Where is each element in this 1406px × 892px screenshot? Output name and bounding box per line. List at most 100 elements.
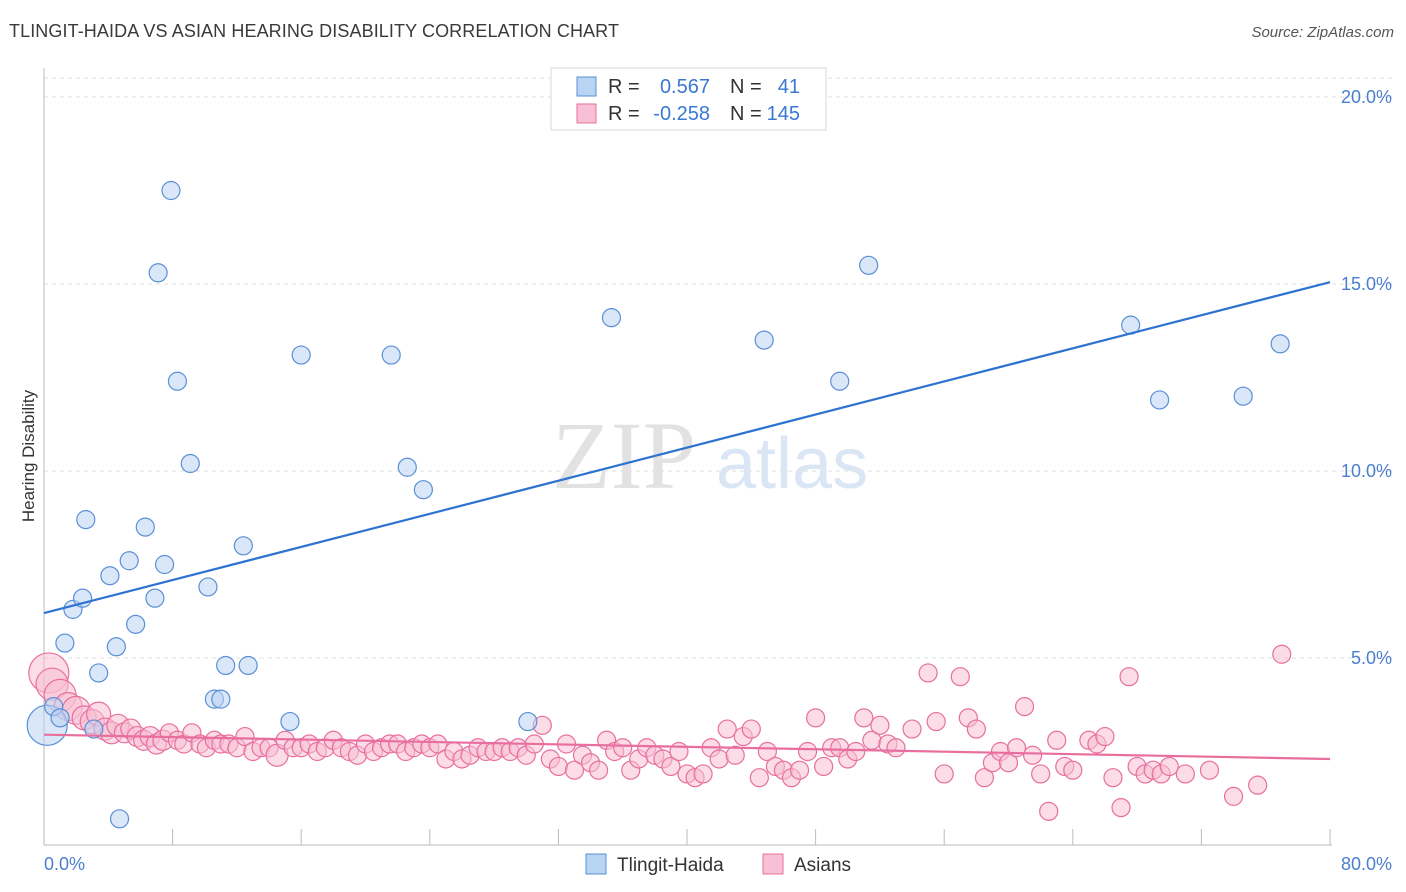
tlingit-haida-point-24: [216, 655, 236, 676]
asians-point-142: [1223, 786, 1244, 806]
asians-point-67: [548, 756, 569, 777]
tlingit-haida-point-40: [1270, 334, 1290, 354]
tlingit-haida-point-8: [89, 663, 109, 683]
asians-point-126: [1047, 730, 1067, 750]
legend-n-value-2: 145: [767, 103, 800, 125]
asians-point-132: [1103, 768, 1123, 788]
tlingit-haida-point-35: [830, 371, 850, 391]
asians-point-109: [886, 738, 906, 758]
series-legend-swatch-asians: [762, 853, 784, 875]
tlingit-haida-point-38: [1150, 390, 1170, 410]
asians-point-89: [725, 745, 745, 765]
tlingit-haida-point-17: [154, 554, 175, 575]
tlingit-haida-point-26: [238, 655, 258, 676]
asians-point-139: [1159, 756, 1179, 777]
asians-point-87: [709, 749, 729, 769]
tlingit-haida-point-32: [518, 711, 538, 732]
asians-point-97: [789, 760, 810, 780]
watermark-atlas: atlas: [716, 424, 868, 504]
asians-point-131: [1095, 726, 1115, 747]
series-legend-label-tlingit-haida: Tlingit-Haida: [617, 855, 724, 876]
source-label: Source: ZipAtlas.com: [1251, 24, 1394, 41]
tlingit-haida-point-28: [291, 345, 311, 365]
tlingit-haida-point-34: [754, 330, 774, 350]
asians-point-110: [902, 719, 922, 739]
asians-point-52: [428, 734, 448, 754]
asians-point-124: [1031, 764, 1051, 784]
watermark-zip: ZIP: [552, 402, 696, 509]
y-tick-labels: 5.0% 10.0% 15.0% 20.0%: [1341, 87, 1392, 668]
asians-point-98: [797, 741, 818, 762]
asians-point-75: [613, 738, 633, 758]
asians-point-99: [805, 708, 826, 728]
asians-point-81: [661, 756, 681, 777]
tlingit-haida-point-29: [381, 345, 401, 365]
tlingit-haida-point-15: [145, 588, 165, 608]
asians-point-72: [588, 760, 609, 780]
asians-point-143: [1248, 775, 1268, 795]
asians-point-117: [974, 768, 994, 788]
legend-r-label-1: R =: [608, 76, 640, 98]
tlingit-haida-point-10: [106, 637, 126, 657]
legend-swatch-blue: [576, 76, 597, 97]
asians-point-133: [1111, 797, 1131, 818]
tlingit-haida-point-7: [84, 719, 104, 739]
tlingit-haida-point-3: [55, 633, 75, 653]
asians-point-122: [1014, 697, 1035, 717]
tlingit-haida-point-2: [50, 708, 70, 728]
asians-point-128: [1063, 760, 1083, 780]
asians-point-100: [814, 756, 834, 777]
tlingit-haida-point-14: [135, 517, 155, 537]
asians-point-69: [564, 760, 585, 780]
tlingit-haida-point-39: [1233, 386, 1253, 406]
chart-title: TLINGIT-HAIDA VS ASIAN HEARING DISABILIT…: [9, 21, 620, 41]
y-axis-label: Hearing Disability: [19, 389, 38, 522]
x-tick-label-max: 80.0%: [1341, 854, 1392, 874]
asians-point-116: [966, 719, 986, 739]
asians-point-123: [1023, 745, 1043, 765]
asians-point-82: [669, 741, 689, 762]
tlingit-haida-point-25: [233, 536, 253, 556]
legend-n-label-1: N =: [730, 76, 762, 98]
tlingit-haida-point-18: [161, 180, 181, 201]
stats-legend: R = 0.567 N = 41 R = -0.258 N = 145: [550, 67, 827, 131]
series-legend-swatch-tlingit-haida: [585, 853, 607, 875]
asians-point-113: [934, 764, 954, 784]
tlingit-haida-point-13: [126, 614, 146, 634]
asians-point-125: [1039, 801, 1059, 821]
legend-r-value-2: -0.258: [653, 103, 710, 125]
tlingit-haida-point-23: [211, 689, 231, 709]
legend-swatch-pink: [576, 103, 597, 124]
legend-r-value-1: 0.567: [660, 76, 710, 98]
tlingit-haida-point-19: [167, 371, 188, 391]
tlingit-haida-point-11: [109, 809, 130, 829]
legend-r-label-2: R =: [608, 103, 640, 125]
asians-trend-line: [43, 733, 1331, 761]
asians-point-28: [235, 726, 255, 747]
gridlines: [44, 77, 1392, 659]
asians-point-104: [846, 741, 866, 762]
asians-points: [28, 644, 1292, 821]
tlingit-haida-point-12: [119, 551, 139, 571]
asians-point-93: [757, 741, 777, 762]
y-tick-label-10: 10.0%: [1341, 461, 1392, 481]
asians-point-111: [918, 663, 938, 683]
asians-point-144: [1272, 644, 1292, 664]
asians-point-107: [870, 715, 890, 735]
x-ticks: [43, 829, 1331, 845]
asians-point-112: [926, 711, 946, 732]
x-tick-label-min: 0.0%: [44, 854, 85, 874]
tlingit-haida-point-31: [413, 480, 433, 500]
asians-point-114: [950, 667, 970, 687]
y-tick-label-15: 15.0%: [1341, 274, 1392, 294]
y-tick-label-5: 5.0%: [1351, 648, 1392, 668]
asians-point-88: [717, 719, 737, 739]
asians-point-134: [1119, 667, 1139, 687]
tlingit-haida-point-6: [76, 510, 96, 530]
tlingit-haida-point-33: [601, 308, 622, 328]
trend-lines: [43, 281, 1331, 761]
series-legend-label-asians: Asians: [794, 855, 851, 876]
asians-point-91: [741, 719, 761, 739]
legend-n-value-1: 41: [778, 76, 800, 98]
